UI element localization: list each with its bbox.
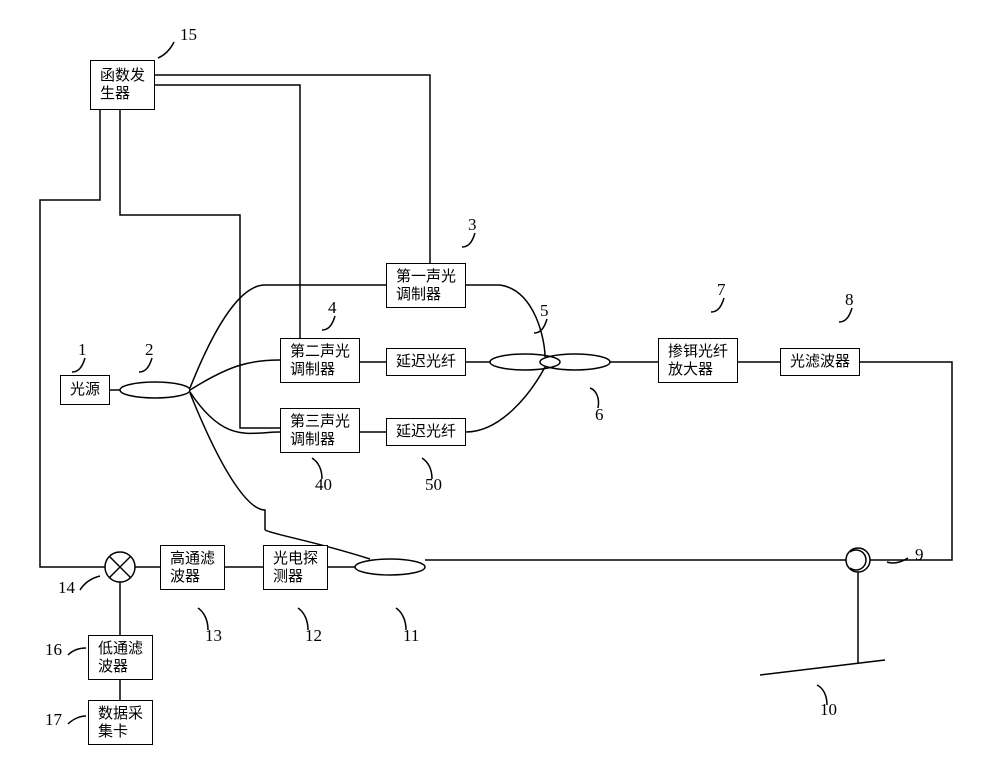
node-lowpass-filter: 低通滤 波器 [88, 635, 153, 680]
node-label: 低通滤 波器 [98, 640, 143, 676]
node-label: 光滤波器 [790, 353, 850, 371]
node-delay-fiber-1: 延迟光纤 [386, 348, 466, 376]
node-label: 高通滤 波器 [170, 550, 215, 586]
node-label: 掺铒光纤 放大器 [668, 343, 728, 379]
ref-label-8: 8 [845, 290, 854, 310]
node-highpass-filter: 高通滤 波器 [160, 545, 225, 590]
node-aom-1: 第一声光 调制器 [386, 263, 466, 308]
node-edfa: 掺铒光纤 放大器 [658, 338, 738, 383]
ref-label-1: 1 [78, 340, 87, 360]
node-label: 第二声光 调制器 [290, 343, 350, 379]
node-photodetector: 光电探 测器 [263, 545, 328, 590]
ref-label-50: 50 [425, 475, 442, 495]
ref-label-11: 11 [403, 626, 419, 646]
ref-label-7: 7 [717, 280, 726, 300]
node-label: 光源 [70, 381, 100, 399]
ref-label-6: 6 [595, 405, 604, 425]
node-label: 数据采 集卡 [98, 705, 143, 741]
node-aom-2: 第二声光 调制器 [280, 338, 360, 383]
ref-label-9: 9 [915, 545, 924, 565]
ref-label-40: 40 [315, 475, 332, 495]
node-label: 第一声光 调制器 [396, 268, 456, 304]
ref-label-3: 3 [468, 215, 477, 235]
ref-label-2: 2 [145, 340, 154, 360]
node-label: 延迟光纤 [396, 353, 456, 371]
node-label: 第三声光 调制器 [290, 413, 350, 449]
node-optical-filter: 光滤波器 [780, 348, 860, 376]
ref-label-12: 12 [305, 626, 322, 646]
node-label: 延迟光纤 [396, 423, 456, 441]
ref-label-13: 13 [205, 626, 222, 646]
ref-label-5: 5 [540, 301, 549, 321]
ref-label-10: 10 [820, 700, 837, 720]
ref-label-15: 15 [180, 25, 197, 45]
node-daq: 数据采 集卡 [88, 700, 153, 745]
node-delay-fiber-2: 延迟光纤 [386, 418, 466, 446]
ref-label-4: 4 [328, 298, 337, 318]
node-aom-3: 第三声光 调制器 [280, 408, 360, 453]
node-label: 光电探 测器 [273, 550, 318, 586]
ref-label-14: 14 [58, 578, 75, 598]
ref-label-17: 17 [45, 710, 62, 730]
node-label: 函数发 生器 [100, 67, 145, 103]
ref-label-16: 16 [45, 640, 62, 660]
node-function-generator: 函数发 生器 [90, 60, 155, 110]
node-light-source: 光源 [60, 375, 110, 405]
